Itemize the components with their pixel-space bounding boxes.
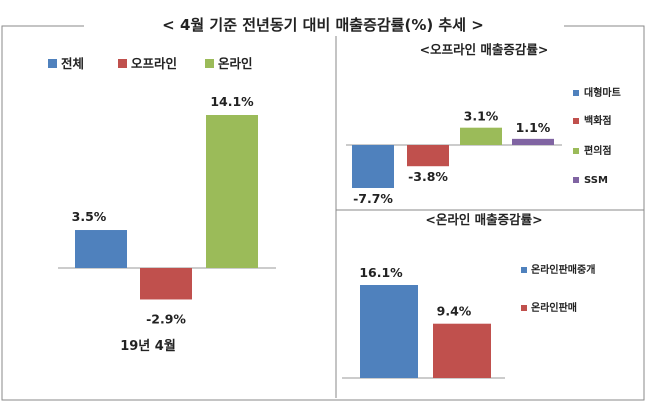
chart1-legend-label-1: 전체 xyxy=(61,56,84,71)
page-title: < 4월 기준 전년동기 대비 매출증감률(%) 추세 > xyxy=(162,16,484,34)
chart-marks: 3.5% -2.9% 14.1% 전체 오프라인 온라인 -7.7% -3.8% 3.1% 1.1… xyxy=(48,56,621,379)
chart2-legend-label-1: 대형마트 xyxy=(584,86,621,99)
chart2-value-label-1: -7.7% xyxy=(353,191,393,206)
chart3-bar-1 xyxy=(360,285,418,378)
chart2-bar-3 xyxy=(460,127,502,145)
chart1-legend-swatch-3 xyxy=(205,59,214,68)
chart3-bar-2 xyxy=(433,323,491,378)
chart3-legend-swatch-2 xyxy=(521,305,527,311)
chart3-legend-label-2: 온라인판매 xyxy=(531,301,577,314)
chart1-legend-label-2: 오프라인 xyxy=(131,56,177,71)
chart1-bar-3 xyxy=(206,115,258,268)
chart1-value-label-3: 14.1% xyxy=(210,94,254,109)
chart1-value-label-2: -2.9% xyxy=(146,311,186,326)
chart2-value-label-3: 3.1% xyxy=(464,109,499,124)
offline-chart-title: <오프라인 매출증감률> xyxy=(420,42,549,57)
chart1-legend-swatch-1 xyxy=(48,59,57,68)
chart2-legend-swatch-1 xyxy=(573,90,579,96)
chart2-legend-label-4: SSM xyxy=(584,175,608,186)
chart1-value-label-1: 3.5% xyxy=(72,209,107,224)
chart2-legend-swatch-2 xyxy=(573,118,579,124)
chart2-bar-2 xyxy=(407,145,449,167)
chart2-legend-label-2: 백화점 xyxy=(584,114,612,127)
chart2-legend-swatch-4 xyxy=(573,177,579,183)
chart2-legend-swatch-3 xyxy=(573,148,579,154)
title-background xyxy=(84,12,564,36)
chart2-value-label-4: 1.1% xyxy=(516,120,551,135)
chart3-legend-label-1: 온라인판매중개 xyxy=(531,263,595,276)
chart2-bar-4 xyxy=(512,138,554,145)
chart3-value-label-1: 16.1% xyxy=(359,265,403,280)
chart1-bar-1 xyxy=(75,230,127,268)
chart3-value-label-2: 9.4% xyxy=(437,304,472,319)
chart2-bar-1 xyxy=(352,145,394,188)
chart3-legend-swatch-1 xyxy=(521,267,527,273)
chart2-value-label-2: -3.8% xyxy=(408,169,448,184)
chart1-legend-label-3: 온라인 xyxy=(218,56,253,71)
period-label: 19년 4월 xyxy=(120,338,176,354)
chart1-legend-swatch-2 xyxy=(118,59,127,68)
online-chart-title: <온라인 매출증감률> xyxy=(425,212,542,227)
chart2-legend-label-3: 편의점 xyxy=(584,144,612,157)
chart1-bar-2 xyxy=(140,268,192,300)
